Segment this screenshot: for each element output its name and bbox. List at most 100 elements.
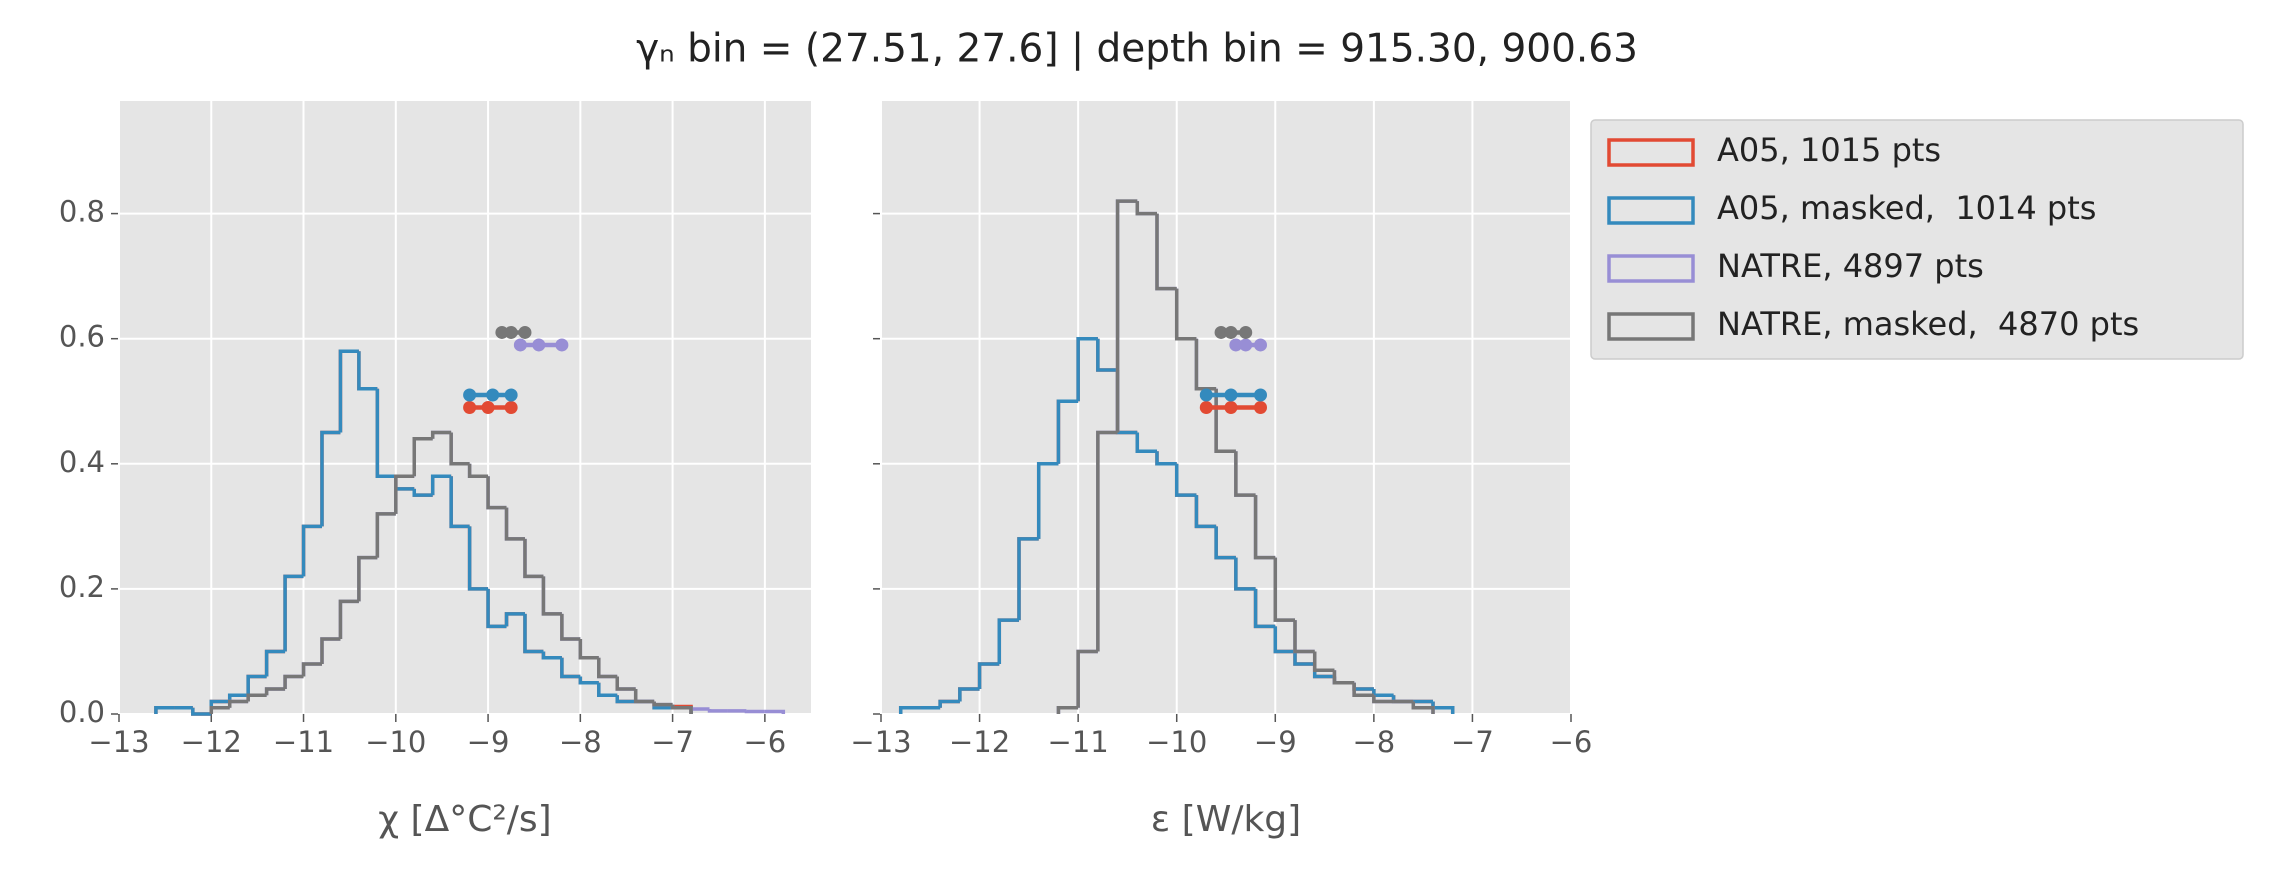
histogram-bin (357, 555, 378, 602)
histogram-bin (1293, 620, 1315, 654)
x-tick-label: −10 (1146, 725, 1207, 759)
x-tick-label: −12 (949, 725, 1010, 759)
x-tick-label: −6 (1550, 725, 1593, 759)
histogram-bin (958, 687, 980, 702)
histogram-bin (707, 708, 728, 713)
marker-point (555, 338, 569, 352)
legend-swatch (1607, 254, 1695, 283)
histogram-bin (764, 709, 786, 714)
histogram-bin (246, 693, 267, 702)
histogram-bin (541, 651, 562, 660)
histogram-bin (633, 688, 655, 704)
histogram-bin (449, 432, 470, 466)
x-tick-label: −11 (1048, 725, 1109, 759)
histogram-bin (1056, 705, 1079, 714)
histogram-bin (467, 463, 489, 479)
histogram-bin (1155, 451, 1177, 466)
marker-point (1214, 325, 1228, 339)
histogram-bin (486, 588, 507, 629)
histogram-bin (1036, 462, 1059, 539)
marker-point (1254, 401, 1267, 414)
legend-swatch (1607, 196, 1695, 225)
figure-title: γₙ bin = (27.51, 27.6] | depth bin = 915… (636, 27, 1638, 72)
marker-point (504, 325, 518, 339)
legend-swatch (1607, 138, 1695, 167)
marker-point (532, 338, 546, 352)
histogram-bin (1431, 701, 1455, 714)
histogram-bin (1352, 682, 1374, 697)
histogram-bin (1194, 495, 1217, 529)
histogram-bin (209, 705, 230, 714)
marker-point (1239, 325, 1253, 339)
marker-point (1199, 401, 1213, 414)
legend-box (1590, 119, 2244, 360)
histogram-bin (357, 351, 378, 391)
histogram-bin (1076, 649, 1098, 708)
y-tick-label: 0.4 (59, 445, 105, 479)
histogram-bin (227, 699, 249, 708)
histogram-bin (541, 576, 562, 616)
histogram-bin (301, 524, 322, 577)
histogram-bin (320, 637, 341, 664)
y-tick-label: 0.2 (59, 570, 105, 604)
histogram-bin (997, 618, 1019, 664)
histogram-bin (1076, 336, 1098, 402)
histogram-bin (523, 613, 544, 654)
marker-point (1254, 338, 1267, 352)
histogram-bin (375, 388, 396, 479)
marker-point (513, 338, 527, 352)
legend-label: NATRE, 4897 pts (1717, 247, 1984, 285)
legend-swatch (1607, 312, 1695, 341)
x-tick-label: −13 (88, 725, 149, 759)
histogram-bin (227, 693, 249, 702)
marker-point (463, 388, 477, 402)
marker-point (504, 401, 518, 414)
legend-label: A05, masked, 1014 pts (1717, 189, 2096, 227)
x-tick-label: −10 (365, 725, 426, 759)
marker-point (1224, 401, 1238, 414)
x-tick-label: −12 (181, 725, 242, 759)
histogram-bin (1174, 288, 1197, 341)
histogram-bin (154, 705, 175, 714)
histogram-bin (1234, 451, 1256, 497)
histogram-bin (1253, 495, 1276, 560)
histogram-bin (430, 474, 452, 496)
x-tick-label: −8 (1352, 725, 1395, 759)
histogram-bin (938, 699, 960, 708)
histogram-bin (744, 709, 765, 714)
histogram-bin (977, 662, 1000, 689)
histogram-bin (689, 707, 710, 711)
histogram-bin (264, 649, 286, 677)
histogram-bin (652, 701, 673, 707)
histogram-bin (449, 476, 470, 529)
histogram-bin (394, 474, 415, 514)
marker-point (1199, 388, 1213, 402)
histogram-bin (1017, 537, 1039, 621)
y-tick-label: 0.0 (59, 695, 105, 729)
histogram-bin (1194, 338, 1217, 391)
histogram-bin (1411, 701, 1435, 714)
histogram-bin (1096, 338, 1118, 372)
histogram-bin (1214, 526, 1236, 560)
histogram-bin (1293, 651, 1315, 666)
histogram-bin (338, 599, 359, 639)
histogram-bin (412, 437, 433, 477)
histogram-bin (615, 695, 636, 704)
histogram-bin (1332, 670, 1355, 685)
histogram-bin (375, 512, 396, 558)
histogram-bin (670, 704, 693, 714)
histogram-bin (320, 430, 341, 527)
x-tick-label: −8 (559, 725, 602, 759)
histogram-bin (504, 507, 525, 541)
histogram-bin (430, 430, 452, 439)
x-axis-label: ε [W/kg] (1151, 799, 1301, 840)
y-tick-label: 0.6 (59, 320, 105, 354)
x-tick-label: −7 (651, 725, 694, 759)
x-tick-label: −13 (850, 725, 911, 759)
legend-label: A05, 1015 pts (1717, 131, 1941, 169)
histogram-bin (560, 613, 581, 641)
x-axis-label: χ [Δ°C²/s] (378, 799, 551, 840)
marker-point (1254, 388, 1267, 402)
histogram-bin (283, 674, 304, 689)
